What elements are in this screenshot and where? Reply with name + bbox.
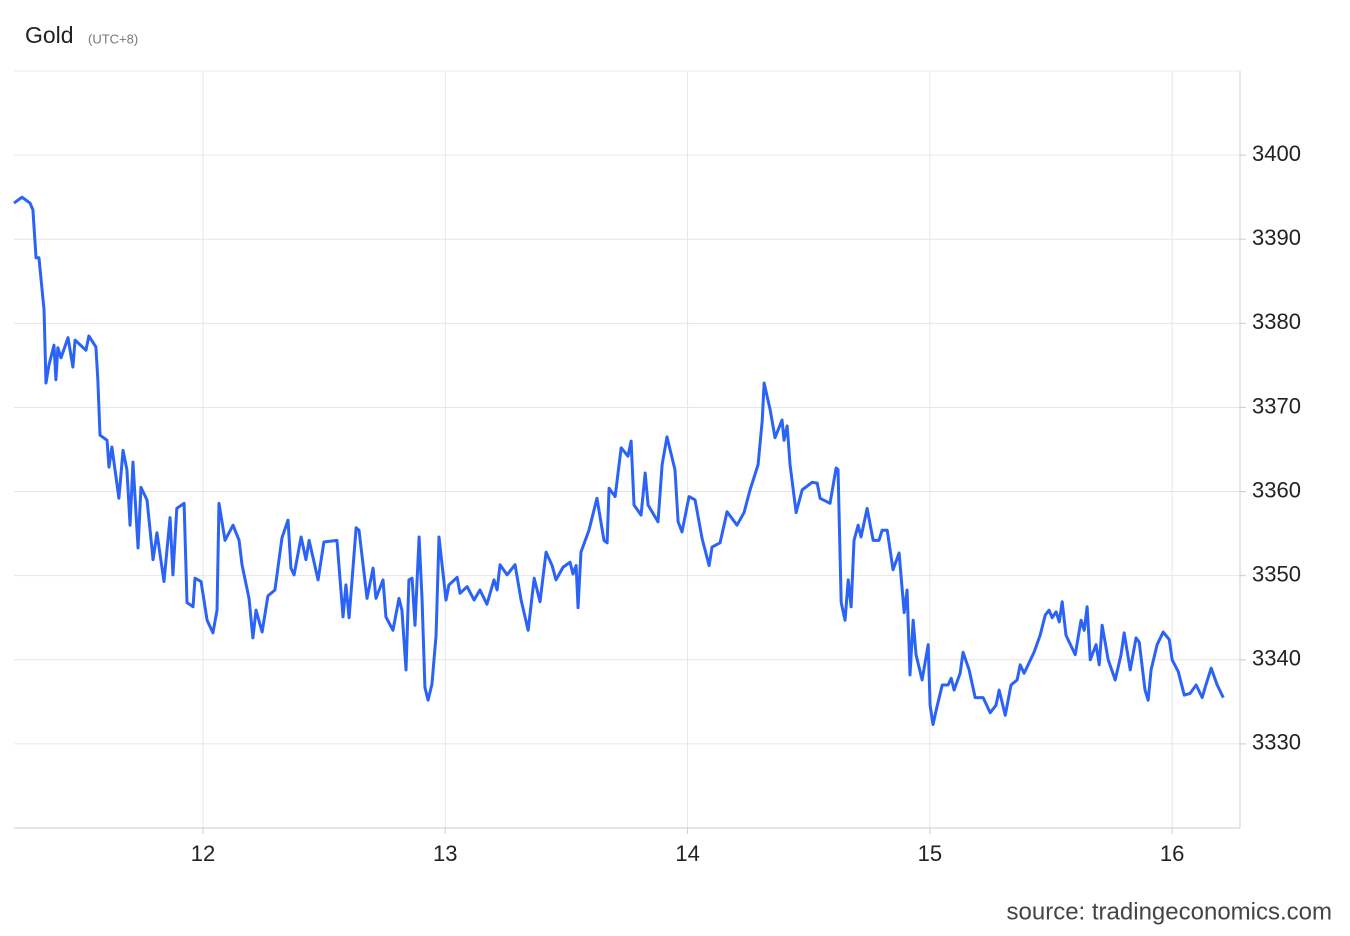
price-line xyxy=(13,195,1225,727)
y-tick-label: 3390 xyxy=(1252,225,1301,250)
x-tick-label: 15 xyxy=(918,841,942,866)
x-tick-label: 14 xyxy=(675,841,699,866)
x-tick-label: 13 xyxy=(433,841,457,866)
x-tick-label: 16 xyxy=(1160,841,1184,866)
x-tick-label: 12 xyxy=(191,841,215,866)
chart-subtitle: (UTC+8) xyxy=(88,31,138,46)
y-tick-label: 3380 xyxy=(1252,309,1301,334)
source-note: source: tradingeconomics.com xyxy=(1007,898,1332,925)
y-tick-label: 3340 xyxy=(1252,646,1301,671)
y-tick-label: 3350 xyxy=(1252,561,1301,586)
chart-title: Gold xyxy=(25,22,74,48)
y-tick-label: 3370 xyxy=(1252,393,1301,418)
y-tick-label: 3330 xyxy=(1252,730,1301,755)
y-tick-label: 3360 xyxy=(1252,477,1301,502)
y-tick-label: 3400 xyxy=(1252,141,1301,166)
